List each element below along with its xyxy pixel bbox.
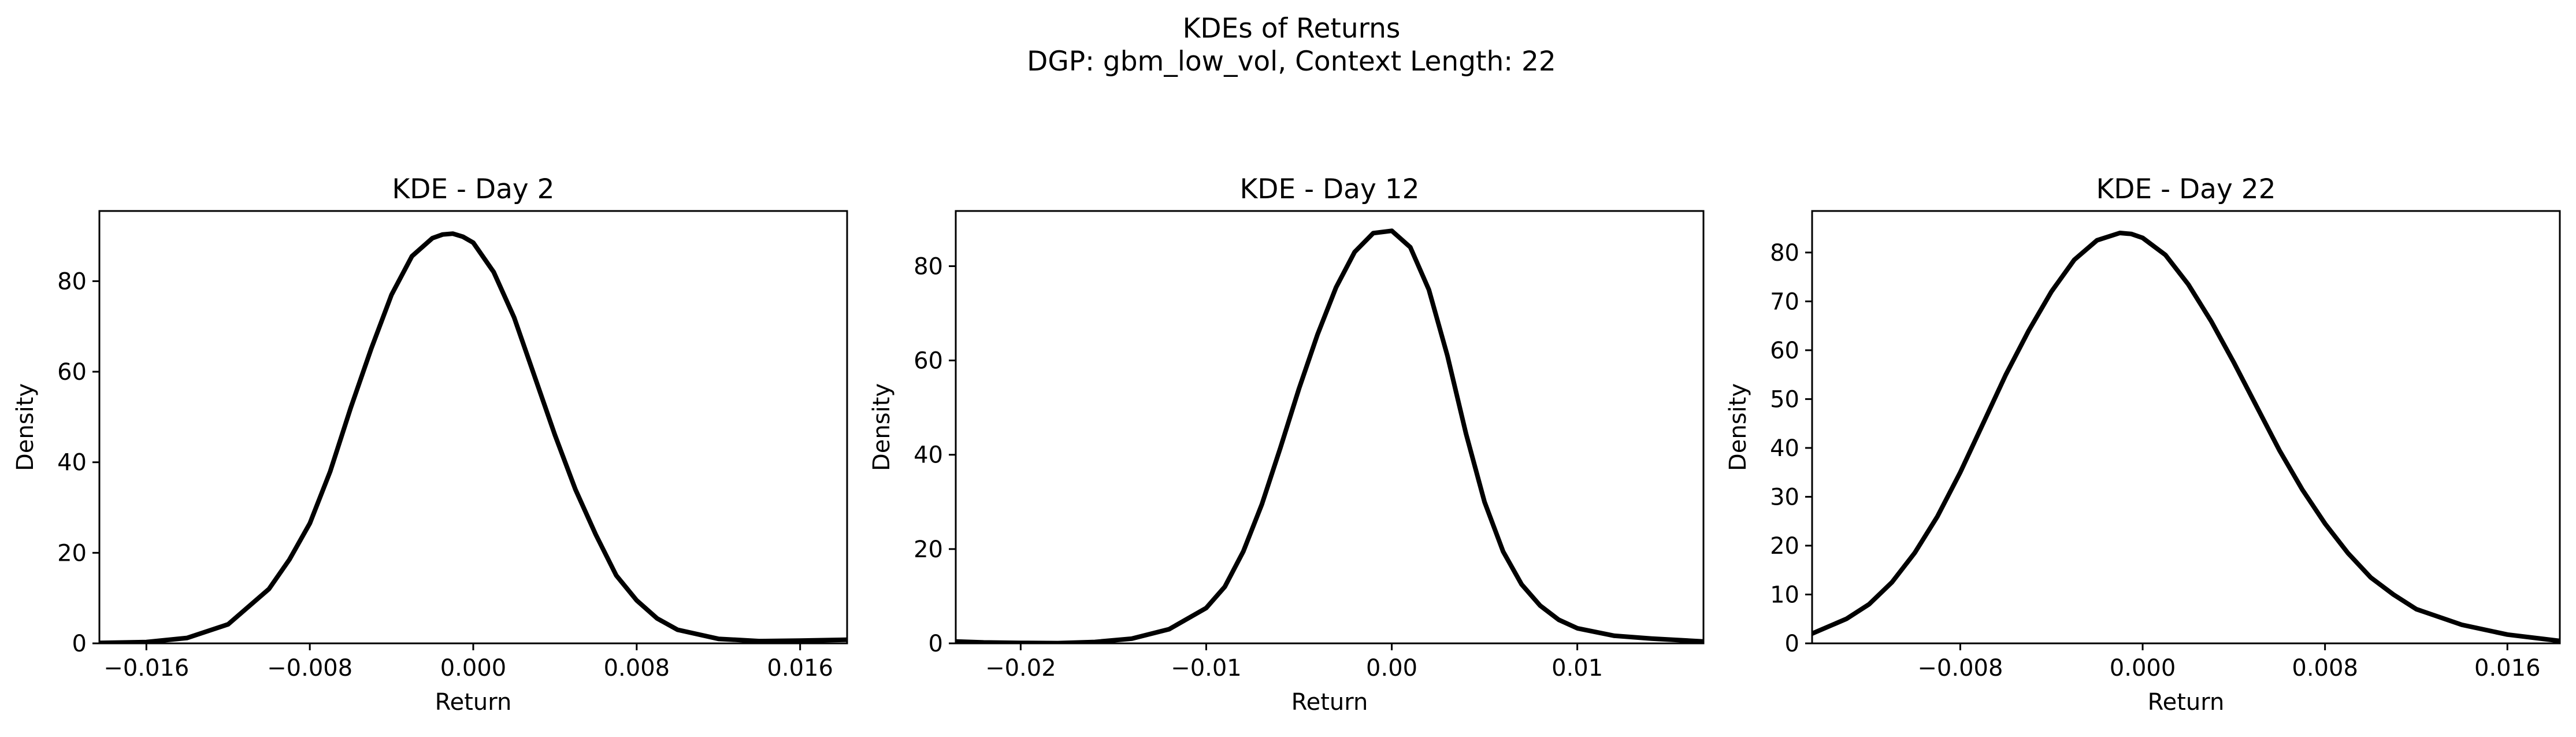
y-tick-label: 80 <box>914 253 943 280</box>
x-axis-label: Return <box>2148 689 2225 716</box>
y-axis-label: Density <box>1725 383 1751 471</box>
x-tick-label: 0.000 <box>2110 655 2176 682</box>
x-tick-label: 0.016 <box>767 655 833 682</box>
x-tick-label: −0.016 <box>103 655 189 682</box>
kde-panel-day-2: −0.016 −0.008 0.000 0.008 0.016 0 20 40 60 80 KDE … <box>12 173 848 716</box>
x-tick-label: −0.01 <box>1171 655 1242 682</box>
x-tick-label: −0.008 <box>267 655 352 682</box>
axes-title: KDE - Day 12 <box>1239 173 1419 205</box>
y-tick-label: 20 <box>57 540 87 566</box>
x-tick-label: 0.016 <box>2474 655 2541 682</box>
y-axis-label: Density <box>868 383 895 471</box>
y-tick-label: 0 <box>929 631 943 657</box>
x-tick-label: 0.000 <box>440 655 507 682</box>
y-tick-label: 30 <box>1770 484 1799 510</box>
y-tick-label: 40 <box>1770 435 1799 462</box>
y-tick-label: 60 <box>1770 338 1799 364</box>
kde-curve <box>1812 231 2560 643</box>
y-tick-label: 80 <box>1770 240 1799 266</box>
kde-curve <box>956 228 1703 643</box>
x-tick-label: 0.008 <box>2292 655 2358 682</box>
y-tick-label: 80 <box>57 268 87 295</box>
figure-suptitle-line1: KDEs of Returns <box>1183 13 1401 45</box>
axes-frame <box>955 210 1705 645</box>
y-tick-label: 50 <box>1770 386 1799 413</box>
y-tick-label: 10 <box>1770 582 1799 608</box>
figure-suptitle-line2: DGP: gbm_low_vol, Context Length: 22 <box>1027 46 1556 77</box>
axes-title: KDE - Day 2 <box>392 173 554 205</box>
kde-panel-day-22: −0.008 0.000 0.008 0.016 0 10 20 30 40 50 60 70 80 KD… <box>1725 173 2561 716</box>
y-tick-label: 70 <box>1770 288 1799 315</box>
y-tick-label: 40 <box>914 442 943 469</box>
y-tick-label: 20 <box>1770 533 1799 560</box>
x-axis-label: Return <box>1291 689 1368 716</box>
x-tick-label: −0.02 <box>985 655 1056 682</box>
kde-curve <box>99 231 847 643</box>
axes-title: KDE - Day 22 <box>2096 173 2276 205</box>
axes-frame <box>1811 210 2561 645</box>
y-tick-label: 0 <box>72 631 87 657</box>
y-tick-label: 40 <box>57 450 87 476</box>
y-tick-label: 0 <box>1785 631 1799 657</box>
kde-panel-day-12: −0.02 −0.01 0.00 0.01 0 20 40 60 80 KDE - Day 12 R… <box>868 173 1705 716</box>
y-tick-label: 20 <box>914 536 943 563</box>
y-tick-label: 60 <box>57 359 87 386</box>
x-tick-label: 0.008 <box>604 655 670 682</box>
x-tick-label: −0.008 <box>1917 655 2003 682</box>
x-axis-label: Return <box>435 689 512 716</box>
x-tick-label: 0.00 <box>1366 655 1417 682</box>
y-axis-label: Density <box>12 383 39 471</box>
y-tick-label: 60 <box>914 348 943 375</box>
x-tick-label: 0.01 <box>1551 655 1603 682</box>
